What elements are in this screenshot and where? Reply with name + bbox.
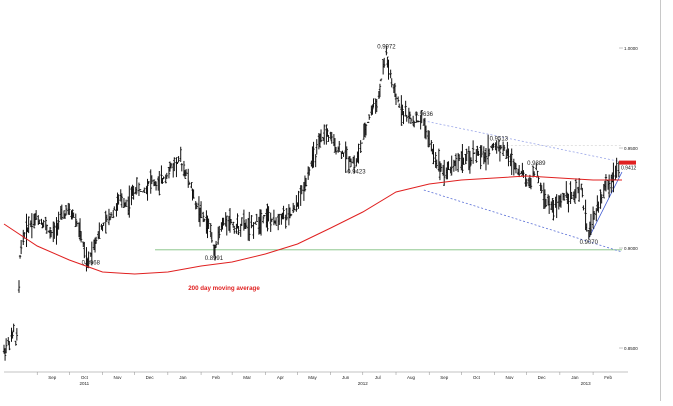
moving-average-label: 200 day moving average (188, 285, 260, 292)
price-annotation: 0.9070 (580, 240, 599, 246)
price-annotation: 0.9423 (347, 169, 366, 175)
price-bar (256, 214, 258, 222)
x-tick-label: Apr (277, 375, 285, 380)
price-bar (190, 182, 192, 188)
price-bar (269, 213, 271, 232)
price-bar (113, 206, 115, 210)
price-bar (582, 205, 584, 210)
price-bar (316, 139, 318, 154)
year-label: 2013 (581, 381, 592, 386)
price-bar (472, 140, 474, 163)
price-bar (342, 153, 344, 157)
price-bar (19, 255, 21, 259)
x-tick-label: Oct (81, 375, 89, 380)
price-bar (15, 341, 17, 346)
price-bar (314, 154, 316, 167)
price-bar (18, 280, 20, 293)
price-bar (368, 114, 370, 119)
price-annotation: 0.9972 (377, 45, 396, 51)
price-bar (367, 122, 369, 123)
price-bar (581, 188, 583, 198)
price-bar (105, 211, 107, 234)
price-bar (162, 176, 164, 179)
price-bar (20, 240, 22, 254)
price-bar (12, 324, 14, 333)
price-annotation: 0.9389 (527, 161, 546, 167)
price-bar (404, 101, 406, 117)
x-tick-label: Oct (473, 375, 481, 380)
year-label: 2011 (79, 381, 89, 386)
price-bar (175, 157, 177, 177)
x-tick-label: Nov (506, 375, 515, 380)
x-tick-label: Feb (604, 375, 612, 380)
y-tick-label: 0.9000 (624, 246, 638, 251)
x-tick-label: May (308, 375, 317, 380)
y-tick-label: 1.0000 (624, 46, 638, 51)
price-bar (361, 143, 363, 144)
x-tick-label: Dec (538, 375, 547, 380)
price-bar (323, 124, 325, 144)
price-bar (398, 103, 400, 107)
price-bar (138, 183, 140, 196)
x-tick-label: Aug (407, 375, 416, 380)
x-tick-label: Jan (179, 375, 187, 380)
price-annotation: 0.9513 (490, 136, 509, 142)
price-bar (391, 78, 393, 87)
price-annotation: 0.8968 (82, 260, 101, 266)
price-bar (397, 96, 399, 102)
x-tick-label: Dec (146, 375, 155, 380)
upper-channel-line (424, 121, 622, 162)
x-tick-label: Sep (48, 375, 57, 380)
x-tick-label: Jan (571, 375, 579, 380)
price-annotation: 0.9636 (415, 112, 434, 118)
price-bar (262, 216, 264, 223)
x-tick-label: Jul (375, 375, 381, 380)
price-bar (187, 169, 189, 188)
x-tick-label: Mar (243, 375, 251, 380)
price-bar (181, 163, 183, 171)
year-label: 2012 (358, 381, 369, 386)
last-price-label: 0.9412 (621, 166, 637, 172)
price-bar (252, 222, 254, 239)
panel-divider (660, 0, 661, 401)
x-tick-label: Feb (212, 375, 220, 380)
price-bar (254, 221, 256, 224)
x-tick-label: Sep (440, 375, 449, 380)
last-price-marker (619, 161, 636, 165)
y-tick-label: 0.9500 (624, 146, 638, 151)
price-bar (177, 156, 179, 162)
moving-average-line (4, 176, 622, 274)
y-tick-label: 0.8500 (624, 346, 638, 351)
price-bar (112, 210, 114, 218)
price-annotation: 0.8991 (205, 256, 224, 262)
price-bar (16, 328, 18, 340)
x-tick-label: Nov (114, 375, 123, 380)
x-tick-label: Jun (342, 375, 350, 380)
price-bar (406, 115, 408, 122)
price-bar (359, 140, 361, 153)
price-bars (3, 46, 620, 361)
price-bar (389, 70, 391, 79)
price-bar (380, 79, 382, 81)
price-bar (180, 147, 182, 162)
